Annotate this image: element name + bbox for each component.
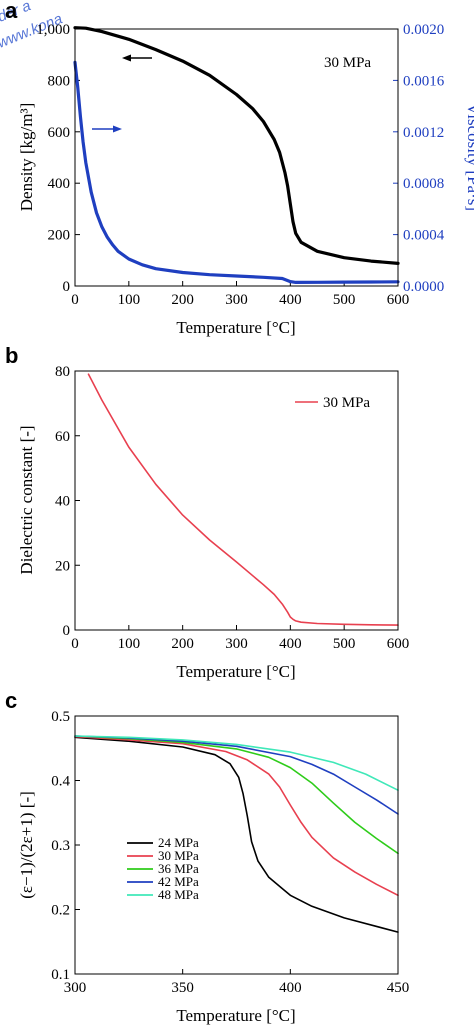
panel-c-legend-label: 30 MPa [158,848,199,863]
panel-a-x-tick-label: 600 [387,292,410,308]
panel-b-x-axis-label: Temperature [°C] [176,662,295,681]
panel-a-right-tick-label: 0.0004 [403,228,445,244]
panel-a-x-tick-label: 200 [171,292,194,308]
panel-a-lines [73,26,400,284]
panel-a-right-tick-label: 0.0008 [403,176,444,192]
panel-a-y-tick-label: 400 [48,176,71,192]
panel-b-y-tick-label: 20 [55,558,70,574]
panel-b-x-tick-label: 400 [279,636,302,652]
panel-a-x-tick-label: 100 [118,292,141,308]
panel-c-lines [74,735,399,933]
panel-c-legend-label: 24 MPa [158,835,199,850]
panel-c-legend-label: 48 MPa [158,887,199,902]
panel-c-y-tick-label: 0.3 [51,838,70,854]
panel-a-letter: a [5,0,18,23]
panel-c-y-tick-label: 0.2 [51,903,70,919]
panel-b: b 0 100 200 300 400 500 600 0 20 40 60 80 Temperatu… [5,343,409,681]
panel-b-ticks: 0 100 200 300 400 500 600 0 20 40 60 80 [55,364,409,652]
panel-a-y-tick-label: 800 [48,73,71,89]
panel-a-right-tick-label: 0.0000 [403,279,444,295]
panel-a-x-tick-label: 0 [71,292,79,308]
panel-c: c 300 350 400 450 0.1 0.2 0.3 0.4 0.5 Temperatur… [5,688,409,1025]
panel-b-x-tick-label: 0 [71,636,79,652]
panel-c-x-axis-label: Temperature [°C] [176,1006,295,1025]
panel-c-series-line-24-mpa [74,736,399,933]
panel-c-series-line-42-mpa [74,735,399,815]
panel-c-series-line-36-mpa [74,735,399,855]
panel-b-letter: b [5,343,18,368]
panel-a-arrow-head [122,54,131,62]
panel-a-y-axis-label: Density [kg/m³] [17,103,36,212]
panel-b-y-tick-label: 60 [55,429,70,445]
panel-c-y-tick-label: 0.4 [51,774,70,790]
panel-c-x-tick-label: 300 [64,980,87,996]
panel-b-x-tick-label: 600 [387,636,410,652]
panel-b-frame [74,370,399,631]
panel-b-y-axis-label: Dielectric constant [-] [17,425,36,574]
panel-a-x-tick-label: 500 [333,292,356,308]
panel-a-arrows [92,54,152,133]
panel-c-ticks: 300 350 400 450 0.1 0.2 0.3 0.4 0.5 [51,709,409,996]
panel-b-lines [87,373,399,626]
panel-b-y-tick-label: 40 [55,494,70,510]
panel-b-y-tick-label: 80 [55,364,70,380]
panel-a-x-axis-label: Temperature [°C] [176,318,295,337]
panel-b-series-line-30-mpa [87,373,399,626]
panel-c-x-tick-label: 350 [171,980,194,996]
panel-a-frame [74,28,399,287]
panel-c-series-line-48-mpa [74,735,399,792]
panel-c-frame [74,715,399,975]
panel-a-series-line-viscosity [73,60,400,284]
panel-a-arrow-head [113,125,122,133]
panel-a-x-tick-label: 400 [279,292,302,308]
panel-a-right-axis-label: Viscosity [Pa·s] [464,103,474,211]
panel-c-x-tick-label: 450 [387,980,410,996]
panel-b-x-tick-label: 100 [118,636,141,652]
panel-b-x-tick-label: 200 [171,636,194,652]
panel-b-x-tick-label: 500 [333,636,356,652]
panel-c-legend-label: 42 MPa [158,874,199,889]
panel-a-annotation: 30 MPa [324,55,371,71]
panel-a-y-tick-label: 1,000 [36,22,70,38]
panel-b-legend-label: 30 MPa [323,395,370,411]
panel-a: a 0 100 200 300 400 500 60002004006008001,0000… [5,0,474,337]
panel-c-y-tick-label: 0.5 [51,709,70,725]
panel-a-series-line-density [73,26,400,265]
panel-b-x-tick-label: 300 [225,636,248,652]
panel-a-right-tick-label: 0.0012 [403,125,444,141]
panel-b-y-tick-label: 0 [63,623,71,639]
panel-a-ticks: 0 100 200 300 400 500 600 0 200 400 600 800 1,000 0.0… [36,22,445,308]
panel-a-x-tick-label: 300 [225,292,248,308]
panel-c-x-tick-label: 400 [279,980,302,996]
panel-a-y-tick-label: 600 [48,125,71,141]
panel-a-y-tick-label: 200 [48,228,71,244]
panel-c-series-line-30-mpa [74,735,399,897]
panel-c-letter: c [5,688,17,713]
panel-c-y-tick-label: 0.1 [51,967,70,983]
panel-c-legend-label: 36 MPa [158,861,199,876]
panel-c-y-axis-label: (ε−1)/(2ε+1) [-] [17,791,36,899]
panel-b-legend: 30 MPa [295,395,370,411]
panel-a-y-tick-label: 0 [63,279,71,295]
panel-a-right-tick-label: 0.0016 [403,73,445,89]
panel-a-right-tick-label: 0.0020 [403,22,444,38]
